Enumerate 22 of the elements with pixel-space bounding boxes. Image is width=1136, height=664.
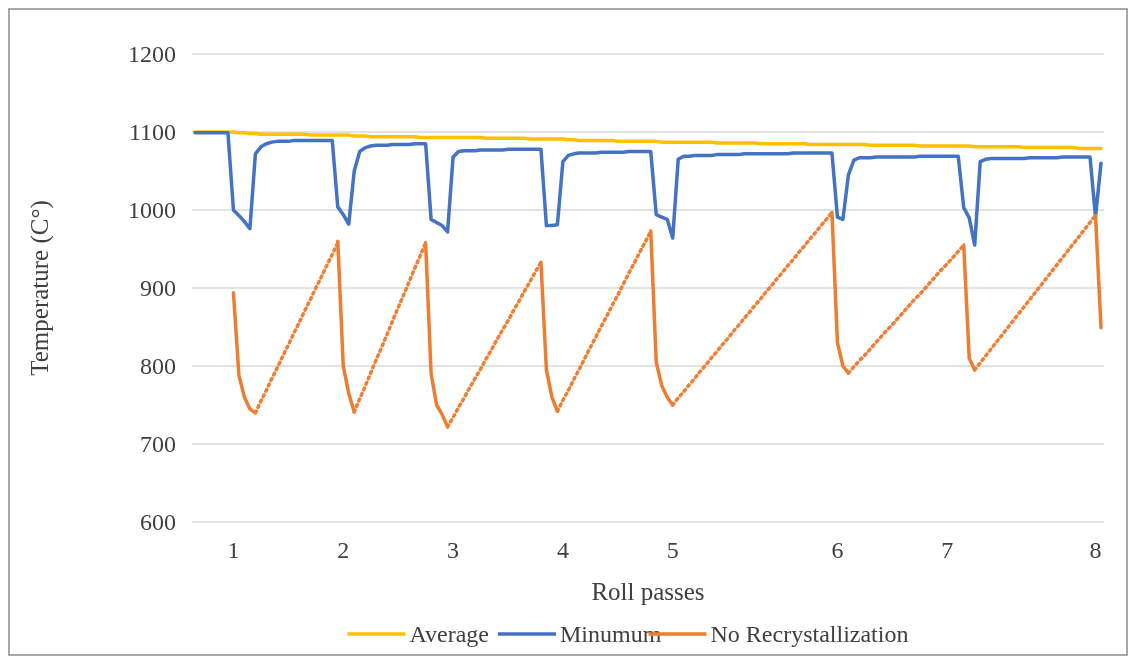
y-tick-label: 900: [140, 275, 176, 302]
x-tick-label: 8: [1089, 537, 1102, 563]
x-tick-label: 5: [666, 537, 679, 563]
y-tick-label: 800: [140, 353, 176, 380]
legend-label: No Recrystallization: [710, 621, 909, 647]
line-series: [193, 130, 1103, 151]
x-tick-label: 3: [447, 537, 460, 563]
x-tick-label: 6: [831, 537, 844, 563]
y-tick-label: 600: [140, 509, 176, 536]
legend-label: Minumum: [560, 621, 662, 647]
x-tick-label: 4: [556, 537, 569, 563]
legend-label: Average: [409, 621, 489, 647]
y-axis-title: Temperature (C°): [26, 200, 54, 376]
x-tick-label: 7: [941, 537, 954, 563]
x-axis-title: Roll passes: [591, 578, 705, 605]
y-tick-label: 1000: [128, 197, 176, 224]
y-tick-label: 1100: [128, 119, 176, 146]
y-tick-label: 700: [140, 431, 176, 458]
y-tick-label: 1200: [128, 41, 176, 68]
x-tick-label: 2: [337, 537, 350, 563]
x-tick-label: 1: [227, 537, 240, 563]
line-series: [193, 131, 1103, 247]
